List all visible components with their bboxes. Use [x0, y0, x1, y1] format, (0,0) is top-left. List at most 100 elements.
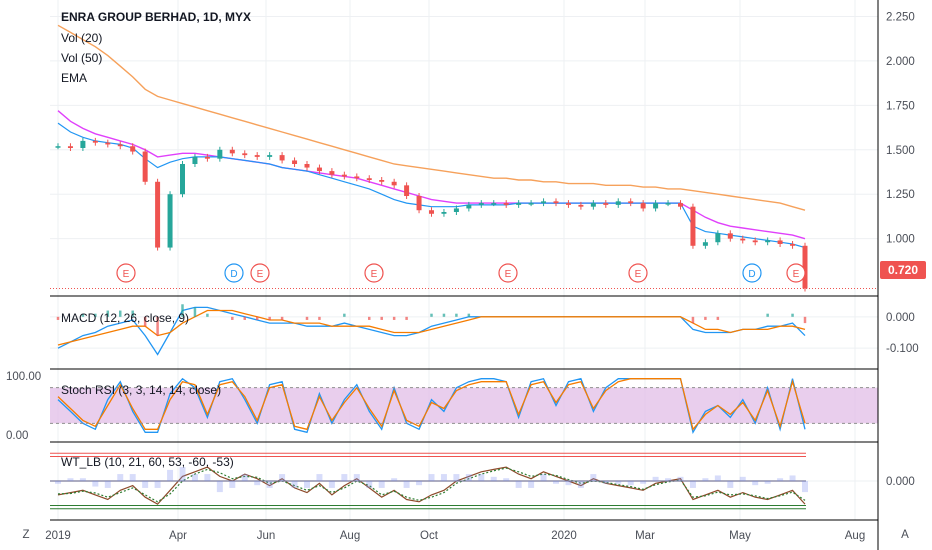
time-tick-label: Oct: [420, 530, 439, 542]
last-price-tag-bg: [880, 261, 926, 279]
candle-body: [142, 151, 148, 182]
candle-body: [117, 144, 123, 147]
candle-body: [254, 155, 260, 157]
price-tick-label: 2.000: [886, 56, 915, 68]
candle-body: [453, 208, 459, 212]
ema-long-line: [57, 24, 806, 211]
candle-body: [777, 240, 783, 244]
price-tick-label: 1.250: [886, 189, 915, 201]
candle-body: [491, 203, 497, 205]
series-layer: [57, 24, 806, 505]
candle-body: [341, 174, 347, 177]
candle-body: [316, 167, 322, 172]
time-tick-label: Aug: [845, 530, 865, 542]
candle-body: [590, 203, 596, 207]
candle-body: [441, 212, 447, 214]
candle-body: [217, 149, 223, 159]
event-badge-label[interactable]: E: [123, 269, 130, 280]
candle-body: [404, 185, 410, 196]
time-tick-label: Apr: [169, 530, 187, 542]
macd-tick-label: 0.000: [886, 312, 915, 324]
zoom-button-label[interactable]: Z: [22, 529, 29, 541]
event-badge-label[interactable]: E: [635, 269, 642, 280]
event-badge-label[interactable]: E: [257, 269, 264, 280]
candle-body: [466, 204, 472, 209]
time-tick-label: 2019: [45, 530, 71, 542]
event-badge-label[interactable]: D: [230, 269, 237, 280]
candle-body: [478, 203, 484, 205]
event-badge[interactable]: [364, 263, 384, 283]
macd-title: MACD (12, 26, close, 9): [61, 311, 189, 325]
stoch-rsi-title: Stoch RSI (3, 3, 14, 14, close): [61, 383, 221, 397]
stoch-rsi-tick-label: 0.00: [6, 430, 28, 442]
candle-body: [603, 203, 609, 205]
wt-title: WT_LB (10, 21, 60, 53, -60, -53): [61, 455, 234, 469]
event-badge[interactable]: [628, 263, 648, 283]
time-tick-label: Aug: [340, 530, 360, 542]
candle-body: [416, 196, 422, 211]
candle-body: [55, 146, 61, 148]
wt-tick-label: 0.000: [886, 476, 915, 488]
candle-body: [354, 176, 360, 179]
candle-body: [541, 201, 547, 204]
candle-body: [192, 156, 198, 164]
candle-body: [292, 160, 298, 164]
candle-body: [715, 233, 721, 243]
price-tick-label: 1.750: [886, 100, 915, 112]
candle-body: [304, 164, 310, 168]
candle-body: [640, 203, 646, 209]
event-badge[interactable]: [786, 263, 806, 283]
wt-fast-line: [57, 466, 806, 505]
zoom-button[interactable]: Z: [22, 529, 29, 541]
event-badge-label[interactable]: E: [793, 269, 800, 280]
auto-scale-button[interactable]: A: [901, 529, 909, 541]
candle-body: [379, 180, 385, 182]
legend-vol50: Vol (50): [61, 51, 102, 65]
candle-body: [391, 181, 397, 186]
candle-body: [665, 203, 671, 205]
candle-body: [752, 240, 758, 243]
event-badge[interactable]: [224, 263, 244, 283]
candle-body: [653, 203, 659, 209]
candle-body: [503, 203, 509, 205]
candle-body: [765, 240, 771, 243]
time-tick-label: Mar: [635, 530, 655, 542]
macd-signal-line: [57, 309, 806, 346]
candle-body: [204, 156, 210, 159]
price-tick-label: 1.500: [886, 145, 915, 157]
event-badge[interactable]: [116, 263, 136, 283]
candle-body: [553, 201, 559, 204]
time-tick-label: Jun: [257, 530, 276, 542]
candle-body: [242, 153, 248, 156]
candle-body: [229, 149, 235, 154]
candle-body: [180, 164, 185, 195]
auto-scale-button-label[interactable]: A: [901, 529, 909, 541]
candle-body: [167, 194, 173, 248]
event-badge-label[interactable]: D: [748, 269, 755, 280]
event-badge[interactable]: [742, 263, 762, 283]
stoch-rsi-tick-label: 100.00: [6, 371, 41, 383]
candle-body: [130, 146, 136, 152]
candle-body: [565, 203, 571, 205]
legend-ema: EMA: [61, 71, 87, 85]
candle-body: [628, 201, 634, 204]
event-badge-label[interactable]: E: [505, 269, 512, 280]
legend-vol20: Vol (20): [61, 31, 102, 45]
event-badge[interactable]: [498, 263, 518, 283]
candle-body: [702, 242, 708, 246]
stoch-rsi-d-line: [57, 378, 806, 431]
event-badge[interactable]: [250, 263, 270, 283]
candle-body: [615, 201, 621, 205]
candle-body: [802, 245, 808, 289]
time-axis-labels: 2019 Apr Jun Aug Oct 2020 Mar May Aug: [45, 530, 865, 542]
event-badge-label[interactable]: E: [371, 269, 378, 280]
main-chart-title: ENRA GROUP BERHAD, 1D, MYX: [61, 10, 251, 24]
price-tick-label: 2.250: [886, 11, 915, 23]
candle-body: [155, 181, 161, 248]
candle-body: [429, 210, 434, 214]
candle-body: [578, 204, 584, 207]
candle-body: [727, 233, 733, 239]
candle-body: [92, 140, 98, 143]
